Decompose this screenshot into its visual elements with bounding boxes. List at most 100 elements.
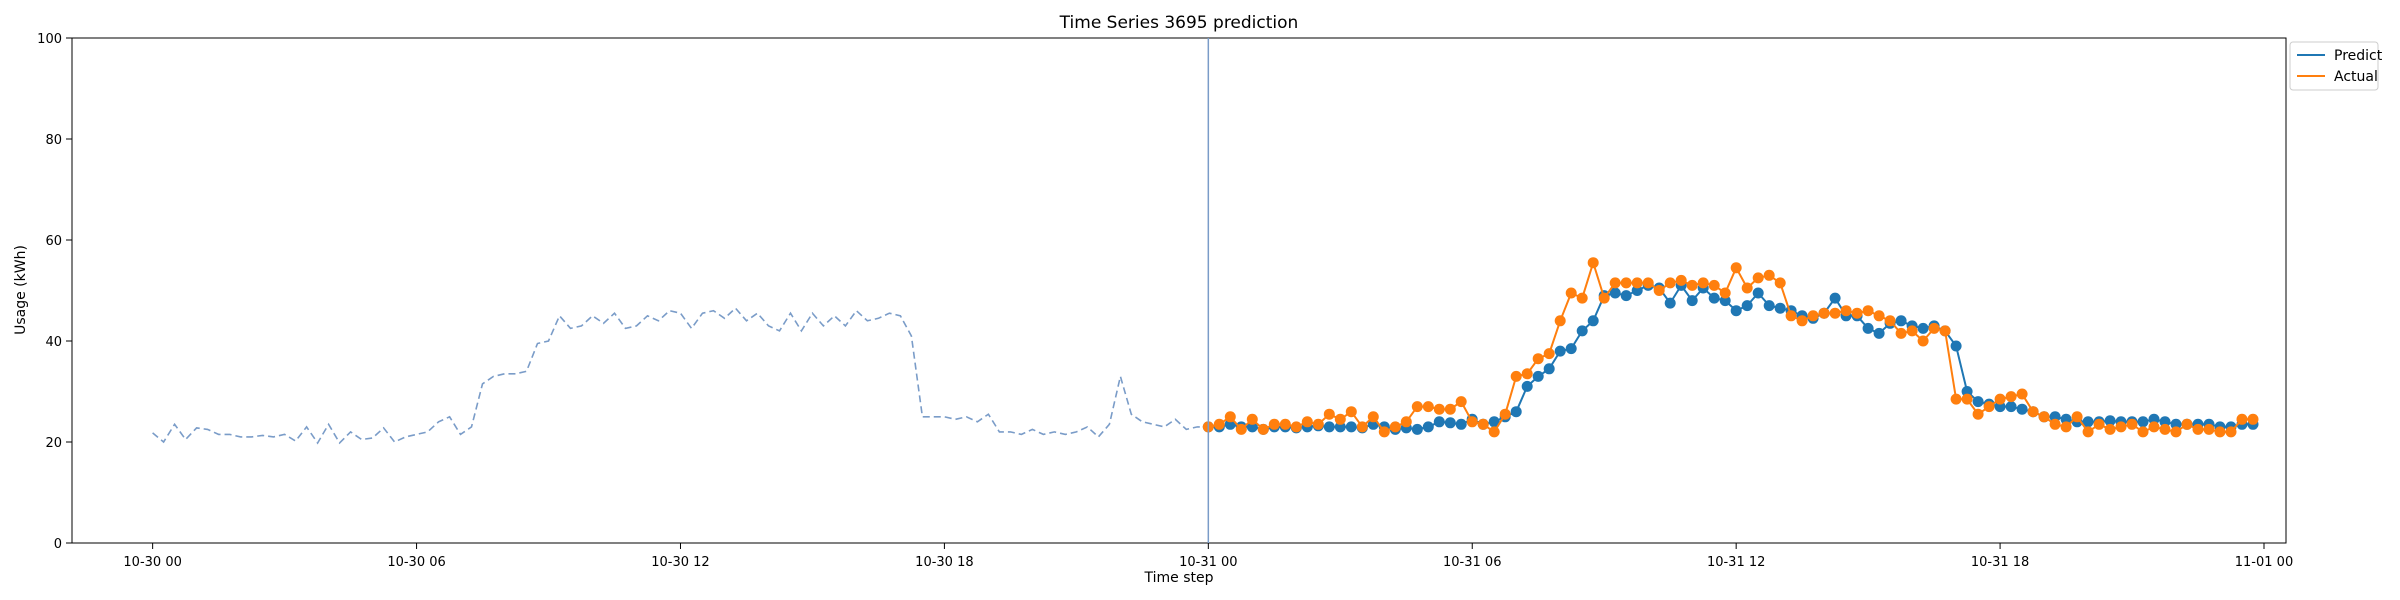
actual-point (1906, 325, 1918, 337)
predict-point (1752, 287, 1764, 299)
actual-point (2016, 388, 2028, 400)
series-layer (1202, 257, 2259, 438)
actual-point (1961, 393, 1973, 405)
actual-point (1697, 277, 1709, 289)
actual-point (1323, 408, 1335, 420)
actual-point (1620, 277, 1632, 289)
actual-point (2027, 406, 2039, 418)
x-axis-label: Time step (1144, 570, 1214, 586)
actual-point (1730, 262, 1742, 274)
actual-point (1543, 348, 1555, 360)
predict-point (1565, 343, 1577, 355)
actual-point (2170, 426, 2182, 438)
x-tick-label: 10-30 00 (123, 555, 181, 570)
actual-point (2192, 423, 2204, 435)
predict-point (1510, 406, 1522, 418)
actual-point (2071, 411, 2083, 423)
actual-point (1972, 408, 1984, 420)
actual-point (2214, 426, 2226, 438)
predict-point (1422, 421, 1434, 433)
actual-point (1565, 287, 1577, 299)
actual-point (1367, 411, 1379, 423)
predict-point (1532, 370, 1544, 382)
chart-title: Time Series 3695 prediction (1059, 13, 1299, 33)
actual-point (1994, 393, 2006, 405)
predict-point (1323, 421, 1335, 433)
actual-point (1576, 292, 1588, 304)
actual-point (1279, 418, 1291, 430)
predict-point (2170, 418, 2182, 430)
predict-point (1741, 300, 1753, 312)
predict-point (2137, 416, 2149, 428)
actual-point (1807, 310, 1819, 322)
actual-point (1686, 279, 1698, 291)
predict-point (1664, 297, 1676, 309)
actual-point (1741, 282, 1753, 294)
predict-point (1543, 363, 1555, 375)
predict-point (1521, 380, 1533, 392)
actual-point (1928, 322, 1940, 334)
predict-point (1895, 315, 1907, 327)
y-axis-label: Usage (kWh) (13, 245, 29, 335)
actual-point (1334, 413, 1346, 425)
predict-point (1554, 345, 1566, 357)
actual-point (1840, 305, 1852, 317)
actual-point (1356, 421, 1368, 433)
actual-point (1785, 310, 1797, 322)
actual-point (1895, 327, 1907, 339)
x-tick-label: 10-31 06 (1443, 555, 1501, 570)
actual-point (2148, 421, 2160, 433)
predict-point (1917, 322, 1929, 334)
x-tick-label: 10-30 18 (915, 555, 973, 570)
predict-point (1730, 305, 1742, 317)
actual-point (2093, 418, 2105, 430)
predict-point (1708, 292, 1720, 304)
predict-point (1950, 340, 1962, 352)
actual-point (2082, 426, 2094, 438)
actual-point (1818, 307, 1830, 319)
actual-point (2203, 423, 2215, 435)
predict-point (2016, 403, 2028, 415)
actual-point (1554, 315, 1566, 327)
actual-point (2038, 411, 2050, 423)
actual-point (1917, 335, 1929, 347)
actual-point (1312, 418, 1324, 430)
plot-area (71, 37, 2287, 544)
actual-point (1268, 418, 1280, 430)
y-axis: 0 20 40 60 80 100 (37, 32, 72, 552)
predict-point (2159, 416, 2171, 428)
predict-point (1961, 386, 1973, 397)
predict-point (1587, 315, 1599, 327)
y-tick-label: 80 (45, 133, 62, 148)
actual-point (1763, 269, 1775, 281)
actual-point (2159, 423, 2171, 435)
x-tick-label: 11-01 00 (2235, 555, 2293, 570)
actual-point (1510, 370, 1522, 382)
actual-point (1389, 421, 1401, 433)
actual-point (1224, 411, 1236, 423)
predict-point (2104, 415, 2116, 427)
actual-point (1664, 277, 1676, 289)
actual-point (1455, 396, 1467, 408)
actual-point (1598, 292, 1610, 304)
actual-point (1851, 307, 1863, 319)
predict-point (1774, 302, 1786, 314)
history-layer (152, 307, 1220, 445)
predict-point (1829, 292, 1841, 304)
x-tick-label: 10-31 18 (1971, 555, 2029, 570)
predict-point (2148, 413, 2160, 425)
actual-point (1719, 287, 1731, 299)
predict-point (1631, 285, 1643, 296)
actual-point (1653, 285, 1665, 296)
actual-point (1950, 393, 1962, 405)
predict-point (1345, 421, 1357, 433)
actual-point (2247, 413, 2259, 425)
actual-point (1708, 279, 1720, 291)
actual-point (2049, 418, 2061, 430)
predict-point (1609, 287, 1621, 299)
series-actual (1202, 257, 2259, 438)
actual-point (1774, 277, 1786, 289)
actual-point (1235, 423, 1247, 435)
